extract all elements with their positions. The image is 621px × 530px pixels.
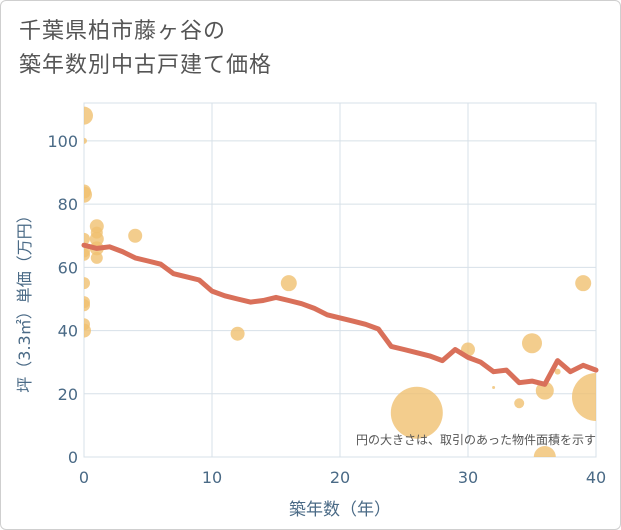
bubble-point[interactable]: [572, 372, 620, 421]
y-tick-label: 40: [58, 322, 78, 341]
bubble-point[interactable]: [78, 299, 90, 312]
y-tick-label: 100: [47, 132, 78, 151]
x-tick-label: 0: [79, 468, 89, 487]
x-tick-label: 10: [202, 468, 222, 487]
bubble-point[interactable]: [128, 228, 143, 243]
bubble-point[interactable]: [554, 368, 561, 375]
x-axis-label: 築年数（年）: [289, 500, 391, 520]
bubble-point[interactable]: [390, 386, 443, 439]
x-tick-labels: 0 10 20 30 40: [79, 468, 606, 487]
y-tick-label: 60: [58, 258, 78, 277]
x-tick-label: 30: [458, 468, 478, 487]
chart-title: 千葉県柏市藤ヶ谷の 築年数別中古戸建て価格: [19, 15, 272, 83]
bubble-point[interactable]: [90, 251, 103, 264]
bubble-point[interactable]: [76, 186, 92, 203]
bubble-point[interactable]: [533, 446, 556, 468]
y-tick-labels: 0 20 40 60 80 100: [47, 132, 78, 467]
y-tick-label: 20: [58, 385, 78, 404]
average-price-line: [81, 242, 599, 387]
chart-title-line-1: 千葉県柏市藤ヶ谷の: [19, 19, 227, 44]
size-legend-note: 円の大きさは、取引のあった物件面積を示す: [356, 432, 596, 447]
y-axis-label: 坪（3.3㎡）単価（万円）: [15, 207, 34, 392]
y-tick-label: 0: [68, 448, 78, 467]
bubble-point[interactable]: [75, 106, 93, 125]
bubble-point[interactable]: [492, 385, 496, 389]
x-tick-label: 40: [586, 468, 606, 487]
bubble-point[interactable]: [77, 323, 91, 338]
bubble-point[interactable]: [514, 398, 525, 409]
bubble-point[interactable]: [522, 333, 542, 354]
average-line-series: [81, 242, 599, 387]
bubble-point[interactable]: [575, 275, 592, 292]
bubble-series: [75, 106, 620, 468]
chart-title-line-2: 築年数別中古戸建て価格: [19, 53, 273, 78]
bubble-point[interactable]: [280, 275, 297, 292]
bubble-point[interactable]: [81, 137, 87, 144]
bubble-point[interactable]: [535, 381, 554, 400]
y-tick-label: 80: [58, 195, 78, 214]
bubble-point[interactable]: [78, 248, 90, 261]
bubble-point[interactable]: [78, 232, 90, 245]
bubble-point[interactable]: [78, 277, 90, 290]
x-tick-label: 20: [330, 468, 350, 487]
bubble-point[interactable]: [230, 326, 245, 341]
